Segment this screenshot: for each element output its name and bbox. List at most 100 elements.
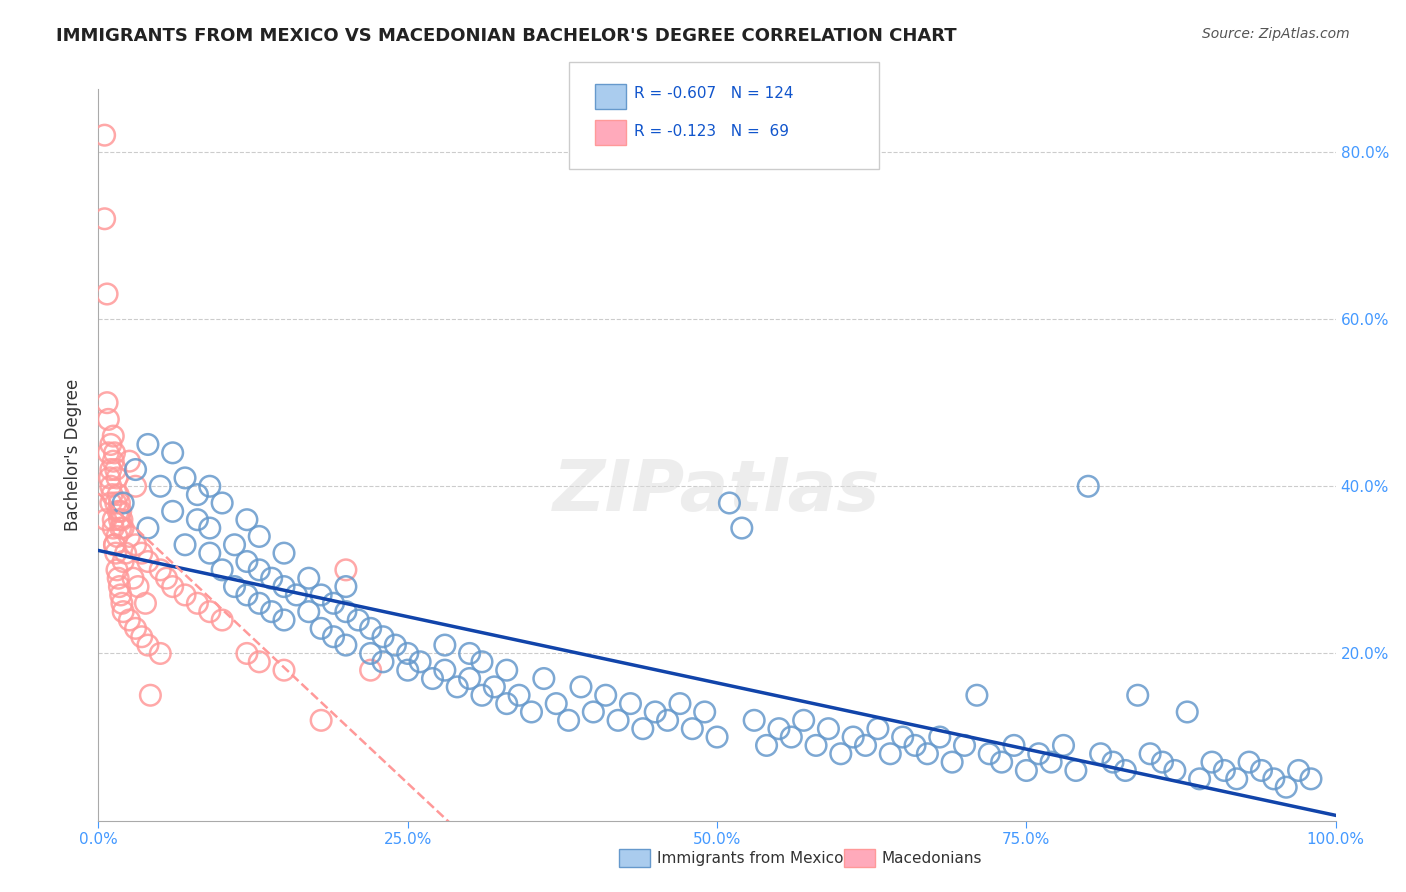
Point <box>94 513 117 527</box>
Point <box>1250 764 1272 778</box>
Point <box>100 462 122 476</box>
Point <box>104 546 127 560</box>
Point <box>731 521 754 535</box>
Point <box>108 496 131 510</box>
Point <box>657 714 679 728</box>
Point <box>422 672 444 686</box>
Point <box>804 739 827 753</box>
Point <box>131 630 153 644</box>
Point <box>458 647 481 661</box>
Point <box>198 605 221 619</box>
Point <box>103 513 125 527</box>
Point <box>953 739 976 753</box>
Point <box>458 672 481 686</box>
Point <box>1114 764 1136 778</box>
Point <box>136 638 159 652</box>
Point <box>110 588 132 602</box>
Point <box>471 688 494 702</box>
Point <box>224 538 246 552</box>
Point <box>110 504 132 518</box>
Point <box>162 446 184 460</box>
Point <box>520 705 543 719</box>
Point <box>118 454 141 468</box>
Point <box>186 596 208 610</box>
Text: ZIPatlas: ZIPatlas <box>554 457 880 526</box>
Point <box>1288 764 1310 778</box>
Text: R = -0.607   N = 124: R = -0.607 N = 124 <box>634 87 793 101</box>
Point <box>162 504 184 518</box>
Point <box>706 730 728 744</box>
Point <box>1126 688 1149 702</box>
Text: Macedonians: Macedonians <box>882 851 981 865</box>
Point <box>335 563 357 577</box>
Point <box>979 747 1001 761</box>
Point <box>124 538 146 552</box>
Point <box>1052 739 1074 753</box>
Point <box>595 688 617 702</box>
Point <box>1015 764 1038 778</box>
Point <box>309 588 332 602</box>
Point <box>1139 747 1161 761</box>
Point <box>1237 755 1260 769</box>
Point <box>103 538 125 552</box>
Point <box>1102 755 1125 769</box>
Point <box>100 479 122 493</box>
Point <box>112 554 135 568</box>
Point <box>371 655 394 669</box>
Point <box>139 688 162 702</box>
Point <box>108 580 131 594</box>
Point <box>817 722 839 736</box>
Point <box>508 688 530 702</box>
Point <box>360 647 382 661</box>
Point <box>409 655 432 669</box>
Point <box>107 504 129 518</box>
Point <box>371 630 394 644</box>
Point <box>1213 764 1236 778</box>
Point <box>309 621 332 635</box>
Point <box>335 638 357 652</box>
Text: Source: ZipAtlas.com: Source: ZipAtlas.com <box>1202 27 1350 41</box>
Point <box>780 730 803 744</box>
Point <box>693 705 716 719</box>
Point <box>96 395 118 409</box>
Point <box>136 437 159 451</box>
Point <box>122 571 145 585</box>
Point <box>433 663 456 677</box>
Point <box>247 529 270 543</box>
Point <box>236 513 259 527</box>
Point <box>236 647 259 661</box>
Point <box>260 605 283 619</box>
Point <box>1175 705 1198 719</box>
Point <box>260 571 283 585</box>
Point <box>97 412 120 426</box>
Point <box>322 596 344 610</box>
Point <box>149 563 172 577</box>
Point <box>103 538 125 552</box>
Point <box>108 513 131 527</box>
Point <box>1263 772 1285 786</box>
Point <box>644 705 666 719</box>
Point <box>100 437 122 451</box>
Point <box>1152 755 1174 769</box>
Point <box>718 496 741 510</box>
Point <box>335 605 357 619</box>
Point <box>186 513 208 527</box>
Point <box>619 697 641 711</box>
Point <box>1002 739 1025 753</box>
Point <box>273 613 295 627</box>
Point <box>855 739 877 753</box>
Point <box>495 663 517 677</box>
Point <box>224 580 246 594</box>
Point <box>97 446 120 460</box>
Point <box>1040 755 1063 769</box>
Point <box>211 563 233 577</box>
Point <box>211 613 233 627</box>
Point <box>101 488 124 502</box>
Text: Immigrants from Mexico: Immigrants from Mexico <box>657 851 844 865</box>
Point <box>484 680 506 694</box>
Point <box>104 462 127 476</box>
Point <box>433 638 456 652</box>
Point <box>107 488 129 502</box>
Point <box>1164 764 1187 778</box>
Point <box>105 529 128 543</box>
